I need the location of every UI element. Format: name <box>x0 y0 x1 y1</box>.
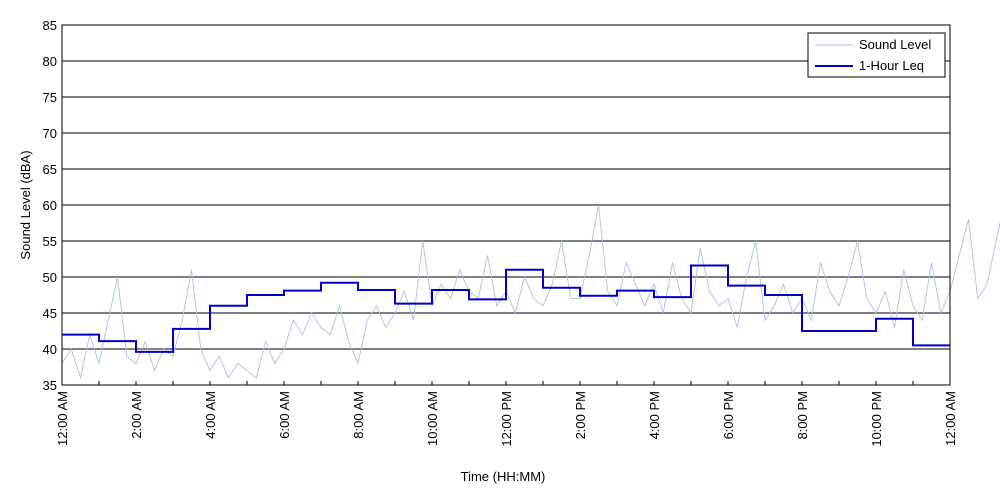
x-tick-label: 8:00 PM <box>795 391 810 439</box>
y-axis-label: Sound Level (dBA) <box>18 150 33 259</box>
x-tick-label: 10:00 PM <box>869 391 884 447</box>
y-tick-label-80: 80 <box>43 54 57 69</box>
sound-level-line <box>61 204 1000 380</box>
x-tick-label: 6:00 PM <box>721 391 736 439</box>
x-tick-label: 12:00 AM <box>55 391 70 446</box>
x-tick-label: 2:00 PM <box>573 391 588 439</box>
y-axis: 35 40 45 50 55 60 65 70 75 80 85 <box>43 18 66 393</box>
x-tick-label: 6:00 AM <box>277 391 292 439</box>
x-axis: 12:00 AM 2:00 AM 4:00 AM 6:00 AM 8:00 AM 10:0… <box>55 381 958 447</box>
y-tick-label-85: 85 <box>43 18 57 33</box>
y-tick-label-55: 55 <box>43 234 57 249</box>
y-tick-label-75: 75 <box>43 90 57 105</box>
x-tick-label: 12:00 PM <box>499 391 514 447</box>
x-tick-label: 2:00 AM <box>129 391 144 439</box>
y-tick-label-65: 65 <box>43 162 57 177</box>
y-tick-label-35: 35 <box>43 378 57 393</box>
x-tick-label: 4:00 AM <box>203 391 218 439</box>
y-tick-label-60: 60 <box>43 198 57 213</box>
legend-label-sound-level: Sound Level <box>859 37 931 52</box>
x-tick-label: 4:00 PM <box>647 391 662 439</box>
leq-series <box>62 264 950 353</box>
x-tick-label: 10:00 AM <box>425 391 440 446</box>
y-tick-label-40: 40 <box>43 342 57 357</box>
x-tick-label: 8:00 AM <box>351 391 366 439</box>
leq-step-line <box>62 264 950 353</box>
y-tick-label-45: 45 <box>43 306 57 321</box>
y-tick-label-50: 50 <box>43 270 57 285</box>
legend-box <box>807 32 946 78</box>
x-axis-label: Time (HH:MM) <box>461 469 546 484</box>
legend-label-leq: 1-Hour Leq <box>859 58 924 73</box>
x-tick-label: 12:00 AM <box>943 391 958 446</box>
y-tick-label-70: 70 <box>43 126 57 141</box>
sound-level-series <box>61 204 1000 380</box>
legend: Sound Level 1-Hour Leq <box>807 32 946 78</box>
